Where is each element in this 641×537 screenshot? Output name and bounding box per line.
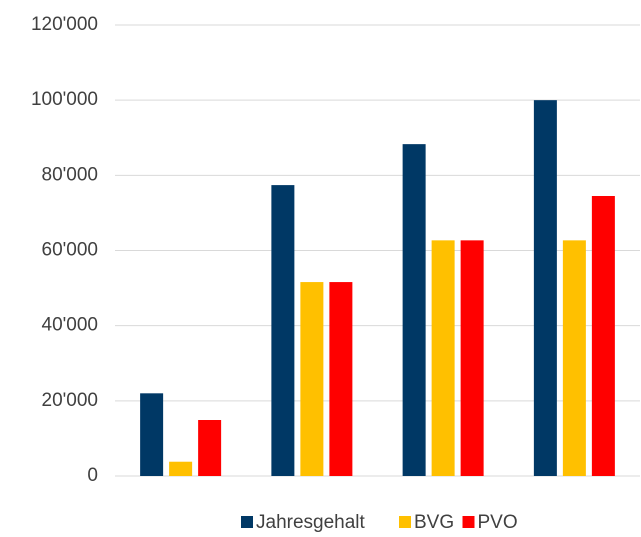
legend-swatch (241, 516, 253, 528)
legend-swatch (399, 516, 411, 528)
y-tick-label: 100'000 (31, 89, 98, 110)
bar (271, 185, 295, 477)
legend-label: PVO (478, 512, 518, 533)
y-tick-label: 120'000 (31, 14, 98, 35)
bar (562, 240, 586, 476)
y-tick-label: 20'000 (42, 390, 98, 411)
bar (169, 461, 193, 476)
legend-label: BVG (414, 512, 454, 533)
bar (140, 393, 164, 476)
bar (329, 282, 353, 476)
bar (460, 240, 484, 476)
y-tick-label: 40'000 (42, 315, 98, 336)
legend-label: Jahresgehalt (256, 512, 366, 533)
bar (591, 196, 615, 477)
bar (300, 282, 324, 476)
y-tick-label: 80'000 (42, 164, 98, 185)
legend-swatch (462, 516, 475, 528)
bar (533, 100, 557, 477)
bar (402, 144, 426, 476)
y-tick-label: 60'000 (42, 240, 98, 261)
y-tick-label: 0 (87, 465, 98, 486)
bar (198, 420, 222, 476)
bar (431, 240, 455, 476)
